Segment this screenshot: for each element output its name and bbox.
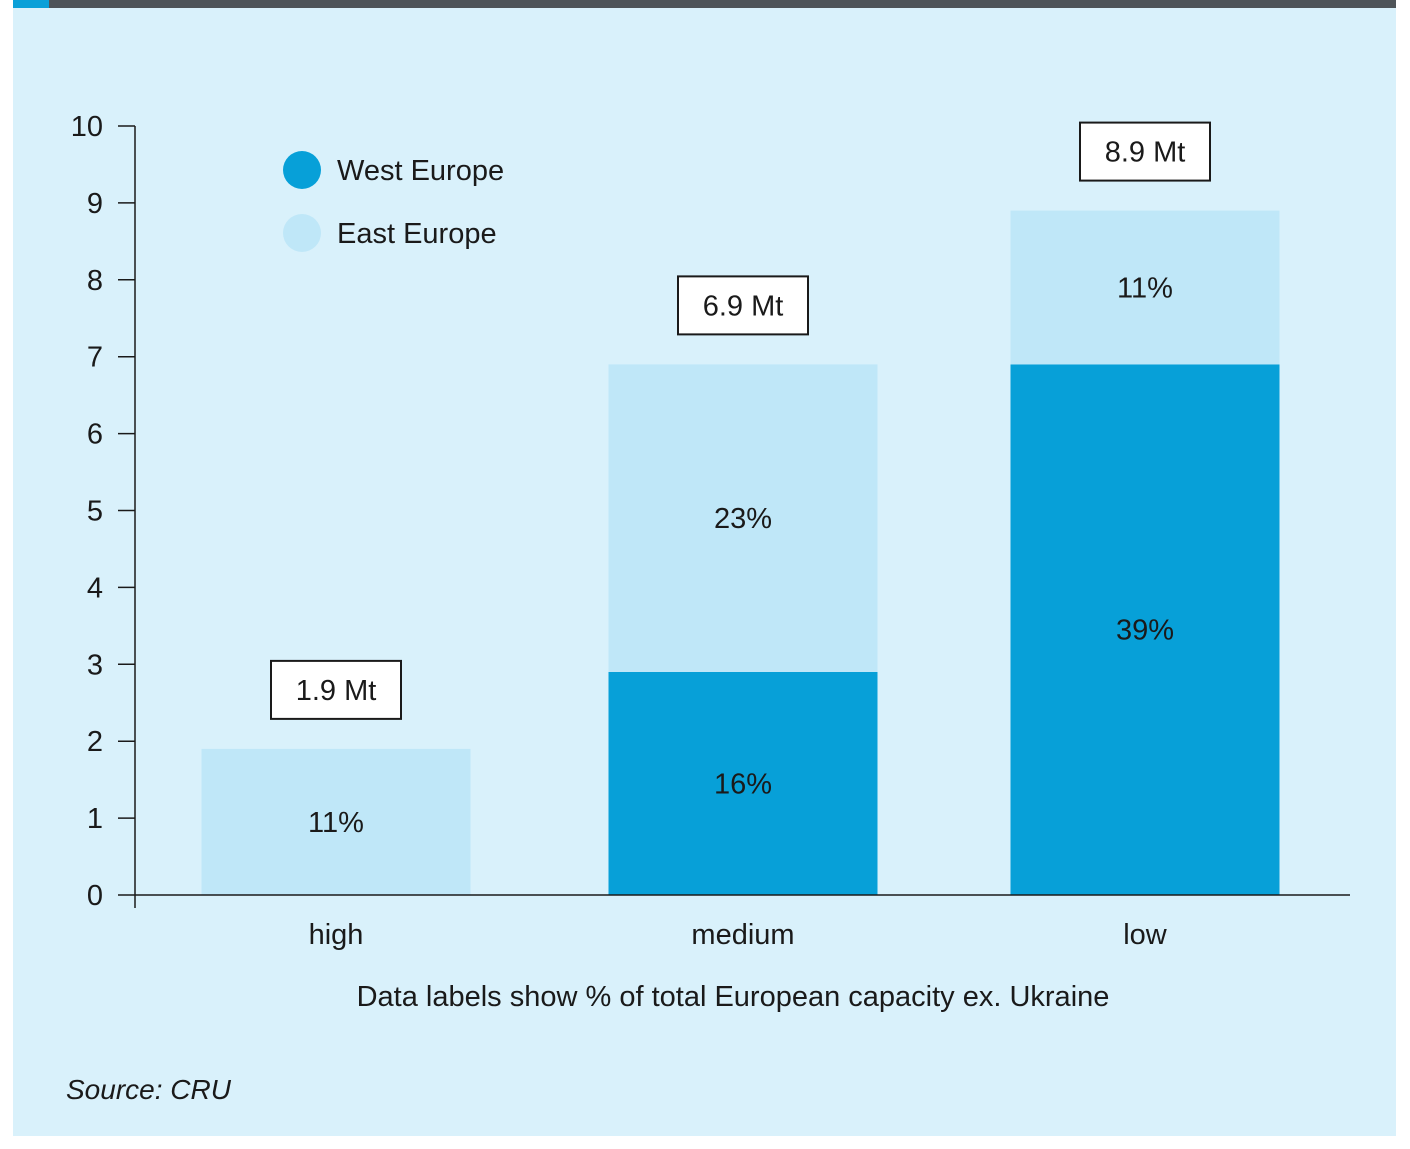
total-label-high: 1.9 Mt: [296, 675, 377, 707]
total-label-medium: 6.9 Mt: [703, 290, 784, 322]
total-box-low: [1079, 121, 1211, 182]
y-tick-label-5: 5: [87, 496, 103, 528]
legend-label-west-europe: West Europe: [337, 155, 504, 187]
y-tick-label-1: 1: [87, 803, 103, 835]
legend-label-east-europe: East Europe: [337, 218, 497, 250]
top-bar-accent: [13, 0, 49, 8]
y-tick-label-7: 7: [87, 342, 103, 374]
bar-east-europe-high: [201, 748, 471, 895]
y-tick-label-2: 2: [87, 726, 103, 758]
data-label-medium-east: 23%: [714, 503, 772, 535]
top-bar: [13, 0, 1396, 8]
data-label-low-east: 11%: [1117, 272, 1173, 304]
total-box-medium: [677, 275, 809, 336]
y-tick-label-3: 3: [87, 649, 103, 681]
y-tick-label-8: 8: [87, 265, 103, 297]
y-tick-label-6: 6: [87, 419, 103, 451]
y-tick-label-4: 4: [87, 572, 103, 604]
legend-swatch-west-europe: [283, 151, 321, 189]
data-label-medium-west: 16%: [714, 768, 772, 800]
data-label-high-east: 11%: [308, 807, 364, 839]
y-tick-label-9: 9: [87, 188, 103, 220]
source-note: Source: CRU: [66, 1074, 231, 1105]
bar-west-europe-low: [1010, 364, 1280, 895]
x-axis-label: Data labels show % of total European cap…: [357, 981, 1110, 1013]
total-box-high: [270, 659, 402, 720]
legend-swatch-east-europe: [283, 214, 321, 252]
y-tick-label-0: 0: [87, 880, 103, 912]
x-tick-label-high: high: [309, 919, 364, 951]
bar-west-europe-medium: [608, 671, 878, 895]
bar-east-europe-medium: [608, 364, 878, 672]
y-tick-label-10: 10: [71, 111, 103, 143]
x-tick-label-low: low: [1123, 919, 1168, 951]
x-tick-label-medium: medium: [691, 919, 794, 951]
total-label-low: 8.9 Mt: [1105, 137, 1186, 169]
data-label-low-west: 39%: [1116, 615, 1174, 647]
bar-east-europe-low: [1010, 210, 1280, 365]
